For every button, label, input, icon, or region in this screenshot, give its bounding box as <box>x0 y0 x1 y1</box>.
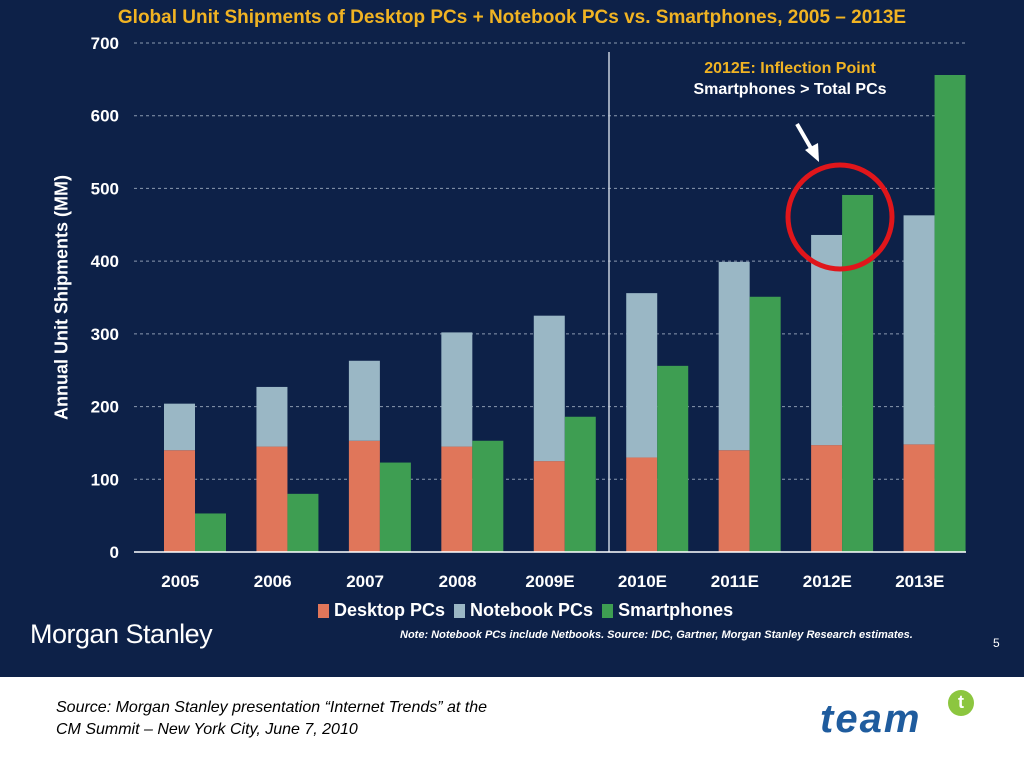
legend-label-notebook: Notebook PCs <box>470 600 594 620</box>
bar-smartphones-2006 <box>287 493 319 552</box>
y-axis-label: Annual Unit Shipments (MM) <box>51 175 72 420</box>
y-tick-label: 0 <box>110 543 119 562</box>
bar-desktop-2007 <box>348 440 380 552</box>
legend-label-desktop: Desktop PCs <box>334 600 446 620</box>
caption: Source: Morgan Stanley presentation “Int… <box>56 697 616 741</box>
annotation-line-1: 2012E: Inflection Point <box>704 60 876 77</box>
y-tick-label: 700 <box>91 34 119 53</box>
team-logo-text: team <box>820 697 922 741</box>
bar-desktop-2006 <box>256 446 288 552</box>
morgan-stanley-logo: Morgan Stanley <box>30 619 213 649</box>
chart-title: Global Unit Shipments of Desktop PCs + N… <box>117 7 907 28</box>
y-tick-labels: 0 100 200 300 400 500 600 700 <box>91 34 119 562</box>
bar-desktop-2011E <box>718 450 750 552</box>
x-tick-label: 2009E <box>525 572 574 591</box>
x-tick-labels: 2005 2006 2007 2008 2009E 2010E 2011E 2012E 2013… <box>161 572 944 591</box>
bar-smartphones-2005 <box>195 513 226 552</box>
legend-swatch-smartphones <box>602 603 614 618</box>
bar-desktop-2012E <box>811 445 843 552</box>
bar-notebook-2013E <box>903 215 935 445</box>
y-tick-label: 200 <box>91 398 119 417</box>
legend-swatch-notebook <box>454 603 466 618</box>
bar-smartphones-2010E <box>657 365 689 552</box>
team-logo: team t <box>810 682 990 752</box>
bar-smartphones-2012E <box>842 194 874 553</box>
bar-smartphones-2011E <box>749 296 781 552</box>
bar-notebook-2007 <box>348 360 380 441</box>
source-note: Note: Notebook PCs include Netbooks. Sou… <box>400 629 913 641</box>
x-tick-label: 2007 <box>346 572 384 591</box>
inflection-annotation: 2012E: Inflection Point Smartphones > To… <box>650 60 930 99</box>
bar-notebook-2008 <box>441 332 473 447</box>
bar-smartphones-2009E <box>564 416 596 552</box>
caption-line-2: CM Summit – New York City, June 7, 2010 <box>56 721 358 738</box>
team-logo-badge: t <box>948 690 974 716</box>
bar-desktop-2010E <box>626 457 658 552</box>
y-tick-label: 300 <box>91 325 119 344</box>
bar-smartphones-2007 <box>379 462 411 552</box>
x-tick-label: 2013E <box>895 572 944 591</box>
legend-label-smartphones: Smartphones <box>618 600 734 620</box>
bar-notebook-2011E <box>718 261 750 451</box>
bar-notebook-2005 <box>164 403 195 451</box>
bar-desktop-2009E <box>533 461 565 552</box>
arrow-icon <box>795 123 819 162</box>
legend-item-smartphones: Smartphones <box>602 600 733 621</box>
y-tick-label: 100 <box>91 470 119 489</box>
y-tick-label: 500 <box>91 179 119 198</box>
annotation-line-2: Smartphones > Total PCs <box>693 81 887 98</box>
bar-desktop-2013E <box>903 444 935 552</box>
y-tick-label: 400 <box>91 252 119 271</box>
bar-desktop-2005 <box>164 450 195 552</box>
bar-notebook-2010E <box>626 293 658 458</box>
inflection-circle <box>785 162 895 272</box>
legend-swatch-desktop <box>318 603 329 618</box>
caption-line-1: Source: Morgan Stanley presentation “Int… <box>56 699 488 716</box>
x-tick-label: 2011E <box>711 572 759 591</box>
bar-notebook-2009E <box>533 315 565 462</box>
bars <box>164 74 966 553</box>
y-tick-label: 600 <box>91 107 119 126</box>
bar-smartphones-2013E <box>934 74 966 552</box>
x-tick-label: 2010E <box>618 572 667 591</box>
legend-item-desktop: Desktop PCs <box>318 600 445 621</box>
x-tick-label: 2008 <box>439 572 477 591</box>
bar-notebook-2006 <box>256 386 288 447</box>
page-number: 5 <box>993 636 1000 650</box>
bar-desktop-2008 <box>441 446 473 552</box>
legend-item-notebook: Notebook PCs <box>454 600 593 621</box>
x-tick-label: 2012E <box>803 572 852 591</box>
legend: Desktop PCs Notebook PCs Smartphones <box>318 600 742 621</box>
x-tick-label: 2006 <box>254 572 292 591</box>
x-tick-label: 2005 <box>161 572 199 591</box>
bar-smartphones-2008 <box>472 440 504 552</box>
